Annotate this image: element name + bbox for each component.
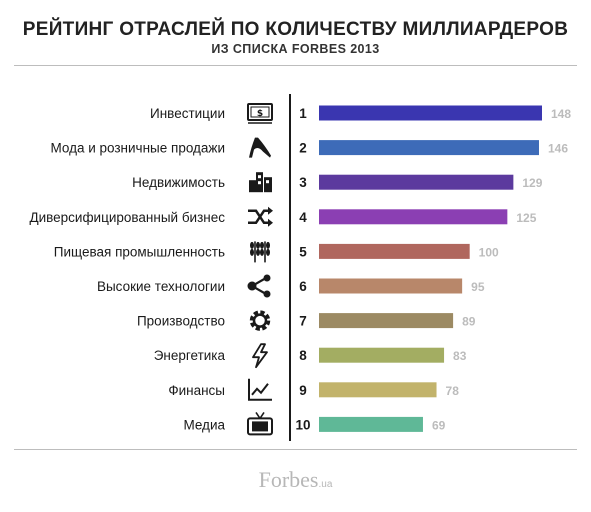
buildings-icon [249, 172, 272, 193]
category-label: Диверсифицированный бизнес [29, 210, 225, 225]
rank-label: 2 [299, 141, 307, 156]
chart-row: Производство 7 89 [137, 310, 476, 331]
high-heel-icon [249, 137, 271, 158]
value-label: 146 [548, 142, 568, 156]
tv-icon [247, 411, 273, 436]
bar [319, 105, 542, 121]
chart-title: РЕЙТИНГ ОТРАСЛЕЙ ПО КОЛИЧЕСТВУ МИЛЛИАРДЕ… [22, 19, 569, 40]
chart-row: Медиа 10 69 [183, 411, 446, 436]
bar [319, 174, 514, 190]
rank-label: 10 [295, 417, 310, 432]
category-label: Мода и розничные продажи [50, 141, 225, 156]
chart-row: Пищевая промышленность 5 100 [54, 241, 499, 263]
rank-label: 5 [299, 244, 307, 259]
rank-label: 4 [299, 210, 307, 225]
category-label: Недвижимость [132, 175, 225, 190]
rank-label: 1 [299, 106, 307, 121]
brand-name: Forbes [258, 467, 319, 492]
top-divider [14, 65, 577, 66]
bottom-divider [14, 449, 577, 450]
category-label: Инвестиции [150, 106, 225, 121]
network-icon [247, 274, 271, 298]
chart-row: Энергетика 8 83 [154, 343, 467, 369]
rank-label: 9 [299, 383, 307, 398]
bar [319, 382, 437, 398]
money-icon: $ [247, 103, 273, 124]
category-label: Финансы [168, 383, 225, 398]
shuffle-icon [248, 206, 273, 227]
chart-row: Диверсифицированный бизнес 4 125 [29, 206, 537, 227]
rank-label: 7 [299, 314, 307, 329]
category-label: Производство [137, 314, 225, 329]
wheat-icon [250, 241, 270, 263]
svg-text:$: $ [257, 109, 263, 119]
chart-row: Финансы 9 78 [168, 378, 460, 401]
gear-icon [249, 310, 271, 331]
bar [319, 313, 454, 329]
bar [319, 140, 539, 156]
rank-label: 3 [299, 175, 307, 190]
bar [319, 347, 445, 363]
category-label: Высокие технологии [97, 279, 225, 294]
category-label: Пищевая промышленность [54, 244, 225, 259]
value-label: 100 [479, 245, 499, 259]
line-chart-icon [248, 378, 272, 401]
bar [319, 209, 508, 225]
chart-row: Мода и розничные продажи 2 146 [50, 137, 568, 158]
chart-row: Инвестиции $1 148 [150, 103, 571, 124]
bar [319, 416, 423, 432]
value-label: 125 [516, 211, 536, 225]
value-label: 95 [471, 280, 485, 294]
brand-suffix: .ua [318, 479, 333, 490]
value-label: 148 [551, 107, 571, 121]
chart-row: Недвижимость 3 129 [132, 172, 543, 193]
chart-subtitle: ИЗ СПИСКА FORBES 2013 [211, 42, 380, 56]
lightning-icon [252, 343, 268, 369]
rank-label: 6 [299, 279, 307, 294]
value-label: 89 [462, 315, 476, 329]
forbes-logo: Forbes.ua [0, 467, 591, 493]
category-label: Энергетика [154, 348, 226, 363]
bar [319, 243, 470, 259]
category-label: Медиа [183, 417, 225, 432]
rank-label: 8 [299, 348, 307, 363]
value-label: 83 [453, 349, 467, 363]
value-label: 129 [522, 176, 542, 190]
bar [319, 278, 463, 294]
value-label: 78 [446, 384, 460, 398]
value-label: 69 [432, 418, 446, 432]
chart-row: Высокие технологии 6 95 [97, 274, 485, 298]
